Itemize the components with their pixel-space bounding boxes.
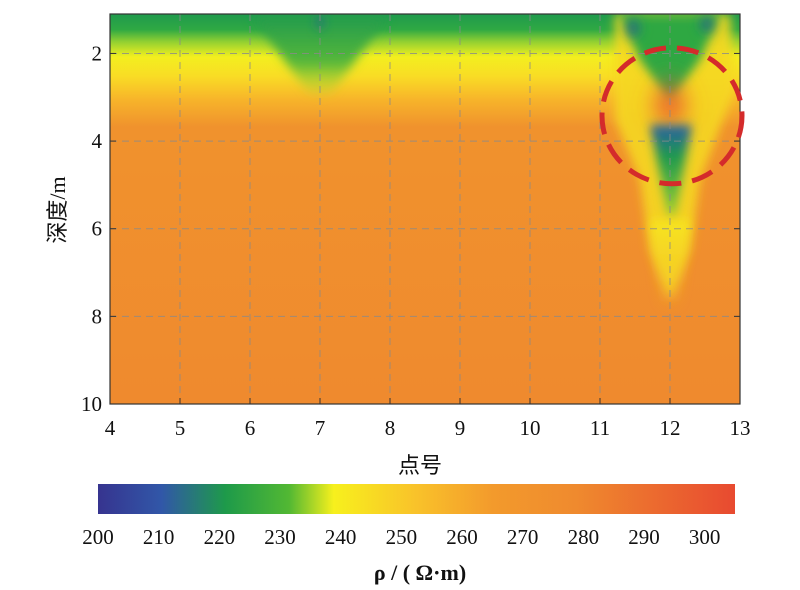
x-tick-label: 6 — [245, 416, 256, 440]
x-tick-label: 12 — [660, 416, 681, 440]
colorbar-tick-label: 270 — [507, 525, 539, 549]
colorbar-tick-label: 300 — [689, 525, 721, 549]
colorbar-tick-label: 250 — [386, 525, 418, 549]
x-tick-label: 7 — [315, 416, 326, 440]
y-tick-label: 2 — [92, 41, 103, 65]
x-ticks: 4 5 6 7 8 9 10 11 12 13 — [105, 398, 751, 440]
anomaly-lower-wedge — [650, 125, 692, 215]
y-tick-label: 6 — [92, 217, 103, 241]
x-tick-label: 5 — [175, 416, 186, 440]
y-tick-label: 4 — [92, 129, 103, 153]
x-tick-label: 11 — [590, 416, 610, 440]
x-tick-label: 13 — [730, 416, 751, 440]
colorbar-title: ρ / ( Ω·m) — [374, 560, 466, 585]
colorbar-tick-label: 210 — [143, 525, 175, 549]
plot-frame — [109, 13, 741, 405]
y-tick-label: 8 — [92, 304, 103, 328]
colorbar-tick-label: 280 — [568, 525, 600, 549]
x-tick-label: 8 — [385, 416, 396, 440]
colorbar-tick-label: 260 — [446, 525, 478, 549]
blue-spot-7 — [313, 14, 327, 34]
blue-spot-11-5 — [621, 14, 645, 44]
colorbar-ticks: 200 210 220 230 240 250 260 270 280 290 300 — [82, 525, 720, 549]
anomaly-shapes — [313, 14, 735, 310]
x-tick-label: 10 — [520, 416, 541, 440]
colorbar-tick-label: 220 — [204, 525, 236, 549]
colorbar-gradient — [98, 484, 735, 514]
colorbar-tick-label: 290 — [628, 525, 660, 549]
colorbar-tick-label: 200 — [82, 525, 114, 549]
y-axis-title: 深度/m — [45, 176, 70, 243]
heatmap — [110, 14, 740, 404]
anomaly-tail — [650, 220, 690, 310]
y-ticks: 2 4 6 8 10 — [81, 41, 740, 416]
x-tick-label: 4 — [105, 416, 116, 440]
gridlines — [110, 14, 740, 404]
colorbar — [98, 484, 735, 514]
anomaly-circle — [599, 45, 745, 187]
x-tick-label: 9 — [455, 416, 466, 440]
x-axis-title: 点号 — [398, 453, 442, 478]
blue-spot-12-5 — [695, 14, 719, 38]
colorbar-tick-label: 240 — [325, 525, 357, 549]
y-tick-label: 10 — [81, 392, 102, 416]
colorbar-tick-label: 230 — [264, 525, 296, 549]
